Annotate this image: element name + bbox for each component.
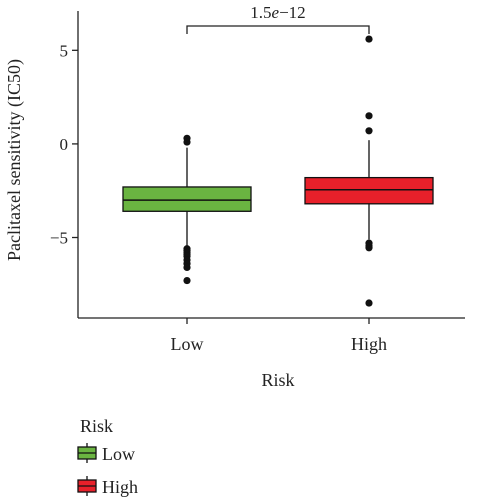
legend: Risk Low High bbox=[77, 416, 138, 497]
box-rect bbox=[304, 176, 434, 205]
y-tick-label: 0 bbox=[60, 135, 69, 154]
outlier-point bbox=[183, 138, 191, 146]
legend-key-high bbox=[77, 476, 97, 496]
p-value-annotation: 1.5e−12 bbox=[250, 3, 305, 22]
x-tick-label-low: Low bbox=[171, 334, 204, 354]
box-rect bbox=[122, 186, 252, 212]
outlier-point bbox=[365, 244, 373, 252]
legend-key-low bbox=[77, 443, 97, 463]
box-high bbox=[304, 35, 434, 307]
y-tick-label: 5 bbox=[60, 41, 69, 60]
legend-label-low: Low bbox=[102, 444, 135, 464]
y-tick-label: −5 bbox=[50, 229, 68, 248]
legend-title: Risk bbox=[80, 416, 113, 436]
outlier-point bbox=[365, 112, 373, 120]
x-tick-label-high: High bbox=[351, 334, 387, 354]
legend-label-high: High bbox=[102, 477, 138, 497]
outlier-point bbox=[365, 299, 373, 307]
outlier-point bbox=[183, 276, 191, 285]
outlier-point bbox=[365, 127, 373, 135]
x-axis-label: Risk bbox=[261, 370, 294, 390]
y-axis-label: Paclitaxel sensitivity (IC50) bbox=[4, 59, 25, 261]
significance-bracket bbox=[186, 25, 370, 34]
outlier-point bbox=[365, 35, 373, 43]
box-low bbox=[122, 134, 252, 285]
outlier-point bbox=[183, 263, 191, 272]
